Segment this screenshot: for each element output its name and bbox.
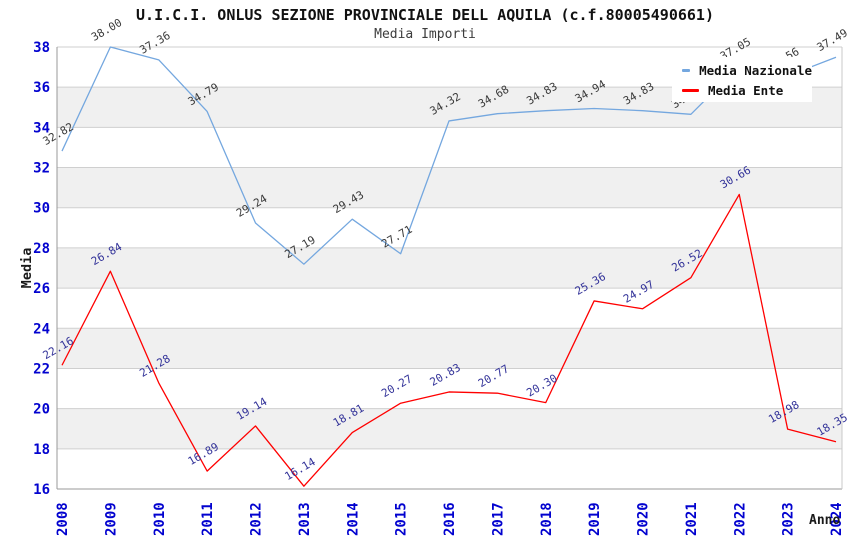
x-axis-title: Anno (809, 513, 841, 528)
x-tick-label: 2018 (539, 502, 555, 536)
y-tick-label: 20 (33, 402, 50, 418)
x-tick-label: 2014 (345, 502, 361, 536)
chart-title: U.I.C.I. ONLUS SEZIONE PROVINCIALE DELL … (136, 6, 714, 24)
plot-band (57, 167, 842, 208)
y-tick-label: 26 (33, 281, 50, 297)
x-tick-label: 2013 (297, 502, 313, 536)
x-tick-label: 2024 (829, 502, 845, 536)
y-tick-label: 34 (33, 120, 50, 136)
y-tick-label: 38 (33, 40, 50, 56)
data-label-media-ente: 16.14 (283, 455, 319, 483)
x-tick-label: 2016 (442, 502, 458, 536)
data-label-media-ente: 20.27 (379, 372, 414, 400)
x-tick-label: 2019 (587, 502, 603, 536)
x-tick-label: 2022 (732, 502, 748, 536)
x-tick-label: 2017 (490, 502, 506, 536)
legend-item-media-nazionale: Media Nazionale (682, 60, 812, 80)
plot-band (57, 408, 842, 449)
y-tick-label: 28 (33, 241, 50, 257)
series-line-media-ente (61, 193, 837, 487)
legend: Media Nazionale Media Ente (672, 57, 812, 102)
y-tick-label: 30 (33, 201, 50, 217)
legend-label-ente: Media Ente (708, 82, 784, 98)
x-tick-label: 2021 (684, 502, 700, 536)
x-tick-label: 2023 (781, 502, 797, 536)
legend-line-swatch-ente (682, 88, 699, 92)
y-tick-label: 24 (33, 321, 50, 337)
x-tick-label: 2020 (636, 502, 652, 536)
legend-item-media-ente: Media Ente (682, 80, 812, 100)
legend-label-nazionale: Media Nazionale (699, 62, 812, 78)
data-label-media-nazionale: 27.71 (379, 223, 414, 251)
y-tick-label: 22 (33, 361, 50, 377)
y-axis-title: Media (19, 248, 35, 289)
x-tick-label: 2009 (103, 502, 119, 536)
y-tick-label: 16 (33, 482, 50, 498)
chart-subtitle: Media Importi (374, 27, 476, 42)
y-tick-label: 36 (33, 80, 50, 96)
y-tick-label: 18 (33, 442, 50, 458)
x-tick-label: 2015 (394, 502, 410, 536)
data-label-media-nazionale: 37.36 (137, 29, 172, 57)
data-label-media-nazionale: 38.00 (89, 16, 124, 44)
data-label-media-nazionale: 37.49 (815, 26, 850, 54)
data-label-media-ente: 20.30 (524, 372, 559, 400)
legend-line-swatch-nazionale (682, 68, 691, 72)
y-tick-label: 32 (33, 161, 50, 177)
plot-band (57, 328, 842, 369)
x-tick-label: 2010 (152, 502, 168, 536)
plot-band (57, 247, 842, 289)
x-tick-label: 2008 (55, 502, 71, 536)
x-tick-label: 2011 (200, 502, 216, 536)
x-tick-label: 2012 (249, 502, 265, 536)
